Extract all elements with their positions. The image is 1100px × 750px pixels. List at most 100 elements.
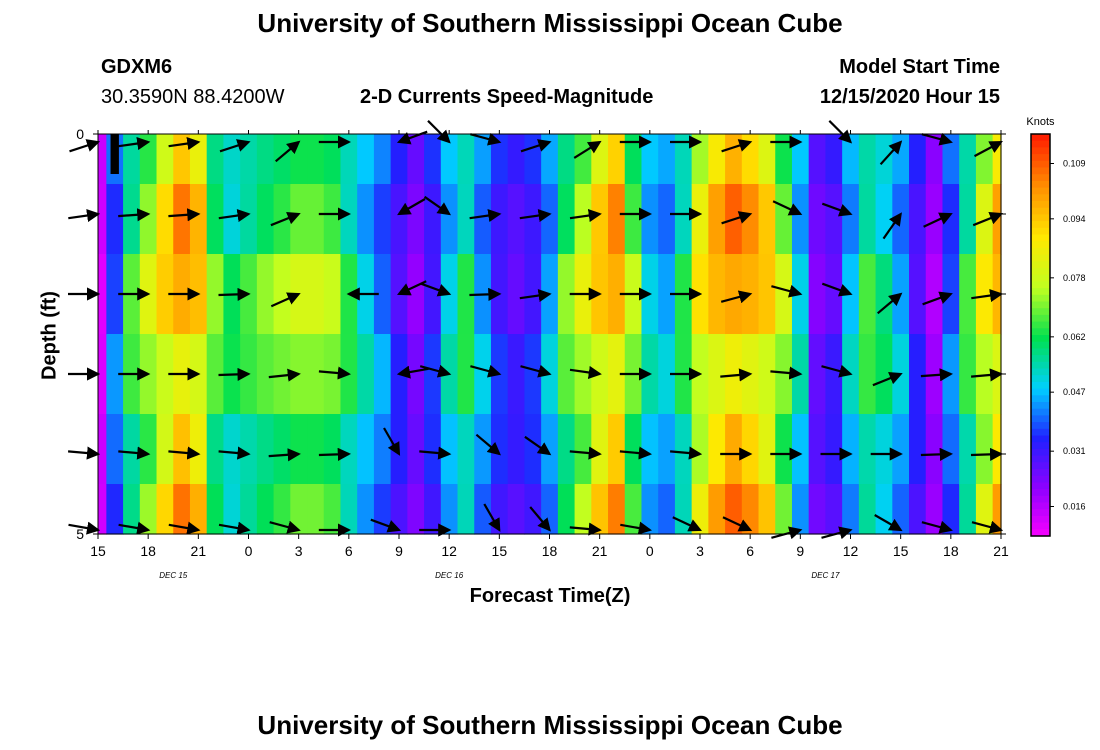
heatmap-cell xyxy=(842,254,860,335)
colorbar-segment xyxy=(1031,402,1050,410)
heatmap-cell xyxy=(708,334,726,415)
x-tick-label: 12 xyxy=(441,543,457,559)
heatmap-cell xyxy=(240,184,258,255)
current-arrow xyxy=(397,198,426,216)
colorbar-segment xyxy=(1031,502,1050,510)
current-arrow xyxy=(821,282,853,297)
heatmap-cell xyxy=(524,184,542,255)
colorbar-segment xyxy=(1031,489,1050,497)
heatmap-cell xyxy=(440,484,459,535)
heatmap-cell xyxy=(708,484,726,535)
current-arrow xyxy=(427,120,451,144)
heatmap-cell xyxy=(457,414,475,485)
heatmap-cell xyxy=(474,134,492,185)
colorbar-segment xyxy=(1031,274,1050,282)
current-arrow xyxy=(720,368,753,382)
heatmap-cell xyxy=(557,334,576,415)
heatmap-cell xyxy=(206,414,225,485)
missing-data-block xyxy=(110,134,119,174)
heatmap-cell xyxy=(725,484,743,535)
heatmap-cell xyxy=(942,484,960,535)
current-arrow xyxy=(721,211,753,225)
heatmap-cell xyxy=(925,414,944,485)
current-arrow xyxy=(218,521,251,535)
colorbar-segment xyxy=(1031,241,1050,249)
heatmap-cell xyxy=(825,414,843,485)
heatmap-cell xyxy=(307,254,325,335)
current-arrow xyxy=(469,209,502,223)
heatmap-cell xyxy=(273,334,291,415)
current-arrow xyxy=(383,427,401,456)
heatmap-cell xyxy=(975,134,994,185)
heatmap-cell xyxy=(490,484,509,535)
colorbar-segment xyxy=(1031,227,1050,236)
heatmap-cell xyxy=(541,184,559,255)
heatmap-cell xyxy=(858,414,877,485)
heatmap-cell xyxy=(457,334,475,415)
heatmap-cell xyxy=(674,134,693,185)
heatmap-cell xyxy=(156,134,174,185)
colorbar-segment xyxy=(1031,522,1050,530)
heatmap-cell xyxy=(541,134,559,185)
heatmap-cell xyxy=(875,184,893,255)
heatmap-cell xyxy=(357,134,375,185)
heatmap-cell xyxy=(725,414,743,485)
heatmap-cell xyxy=(357,414,375,485)
colorbar-segment xyxy=(1031,234,1050,242)
heatmap-cell xyxy=(775,134,793,185)
heatmap-cell xyxy=(975,254,994,335)
heatmap-cell xyxy=(909,414,927,485)
heatmap-cell xyxy=(875,414,893,485)
colorbar-segment xyxy=(1031,321,1050,329)
heatmap-cell xyxy=(858,334,877,415)
model-start-value: 12/15/2020 Hour 15 xyxy=(819,86,1000,108)
heatmap-cell xyxy=(440,184,459,255)
colorbar-label: Knots xyxy=(1026,116,1055,128)
heatmap-cell xyxy=(975,414,994,485)
heatmap-cell xyxy=(240,134,258,185)
current-arrow xyxy=(470,364,502,378)
colorbar-segment xyxy=(1031,495,1050,504)
heatmap-cell xyxy=(440,414,459,485)
heatmap-cell xyxy=(925,254,944,335)
heatmap-cell xyxy=(557,254,576,335)
heatmap-cell xyxy=(189,414,208,485)
heatmap-cell xyxy=(273,254,291,335)
current-arrow xyxy=(569,209,602,223)
colorbar-segment xyxy=(1031,154,1050,162)
heatmap-cell xyxy=(741,134,760,185)
heatmap-cell xyxy=(323,184,342,255)
heatmap-cell xyxy=(357,334,375,415)
heatmap-cell xyxy=(641,484,659,535)
heatmap-cell xyxy=(808,414,827,485)
current-arrow xyxy=(520,139,552,153)
current-arrow xyxy=(269,520,301,534)
heatmap-cell xyxy=(574,484,592,535)
current-arrow xyxy=(874,514,903,532)
heatmap-cell xyxy=(791,184,810,255)
current-arrow xyxy=(270,211,301,227)
colorbar-tick-label: 0.094 xyxy=(1063,214,1086,224)
heatmap-cell xyxy=(156,414,174,485)
current-arrow xyxy=(370,518,402,533)
heatmap-cell xyxy=(256,134,275,185)
colorbar-tick-label: 0.062 xyxy=(1063,332,1086,342)
heatmap-cell xyxy=(223,184,241,255)
heatmap-cell xyxy=(691,414,709,485)
heatmap-cell xyxy=(808,334,827,415)
current-arrow xyxy=(620,521,652,535)
colorbar-segment xyxy=(1031,415,1050,423)
heatmap-cell xyxy=(942,414,960,485)
current-arrow xyxy=(882,212,902,240)
current-arrow xyxy=(772,200,803,216)
current-arrow xyxy=(68,209,101,223)
current-arrow xyxy=(972,211,1004,227)
heatmap-cell xyxy=(373,334,392,415)
colorbar-segment xyxy=(1031,435,1050,443)
heatmap-cell xyxy=(959,254,977,335)
heatmap-cell xyxy=(273,184,291,255)
x-tick-label: 15 xyxy=(90,543,106,559)
current-arrow xyxy=(218,287,251,301)
heatmap-cell xyxy=(290,484,308,535)
